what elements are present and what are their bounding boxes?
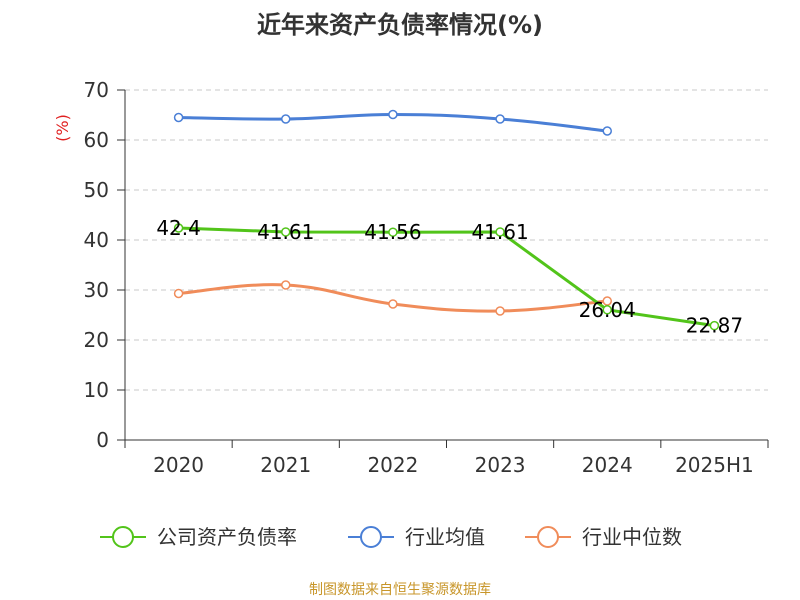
series-2-point <box>173 288 184 299</box>
series-group <box>173 109 720 331</box>
series-0-line <box>178 226 715 328</box>
y-tick-label: 0 <box>96 428 109 452</box>
chart-title: 近年来资产负债率情况(%) <box>257 11 543 39</box>
y-tick-label: 20 <box>84 328 109 352</box>
series-0-point <box>602 305 612 315</box>
data-label: 26.04 <box>579 298 636 322</box>
x-tick-label: 2025H1 <box>675 453 754 477</box>
y-tick-label: 40 <box>84 228 109 252</box>
data-label: 41.61 <box>471 220 528 244</box>
series-0-point <box>173 223 184 233</box>
y-tick-label: 60 <box>84 128 109 152</box>
series-0-point <box>495 227 505 237</box>
series-1-point <box>281 114 291 124</box>
data-labels: 42.4 41.61 41.56 41.61 26.04 22.87 <box>156 216 743 338</box>
data-label: 42.4 <box>156 216 201 240</box>
legend-label: 行业中位数 <box>582 525 682 549</box>
legend-marker <box>112 526 134 548</box>
series-2-point <box>281 280 291 290</box>
y-tick-label: 30 <box>84 278 109 302</box>
x-tick-label: 2022 <box>367 453 418 477</box>
x-tick-label: 2023 <box>475 453 526 477</box>
series-0-point <box>709 320 720 331</box>
x-tick-label: 2020 <box>153 453 204 477</box>
series-0-point <box>388 227 398 237</box>
series-1-point <box>495 114 505 124</box>
y-axis-label: (%) <box>53 114 72 142</box>
x-tick-label: 2021 <box>260 453 311 477</box>
axes: 0 10 20 30 40 50 60 70 2020 2021 2022 2023 2024 2025H… <box>84 78 769 477</box>
legend-marker <box>537 526 559 548</box>
data-label: 41.56 <box>364 220 421 244</box>
legend-label: 行业均值 <box>405 525 485 549</box>
source-note: 制图数据来自恒生聚源数据库 <box>309 582 491 598</box>
y-tick-label: 50 <box>84 178 109 202</box>
data-label: 41.61 <box>257 220 314 244</box>
legend-label: 公司资产负债率 <box>157 525 297 549</box>
legend-item-2[interactable]: 行业中位数 <box>525 525 682 549</box>
legend-item-1[interactable]: 行业均值 <box>348 525 485 549</box>
y-tick-label: 70 <box>84 78 109 102</box>
series-1-point <box>602 126 612 136</box>
series-2-point <box>495 306 505 316</box>
legend[interactable]: 公司资产负债率 行业均值 行业中位数 <box>100 525 682 549</box>
y-tick-label: 10 <box>84 378 109 402</box>
x-tick-label: 2024 <box>582 453 633 477</box>
legend-item-0[interactable]: 公司资产负债率 <box>100 525 297 549</box>
series-1-point <box>173 112 184 123</box>
series-0-point <box>281 227 291 237</box>
data-label: 22.87 <box>686 314 743 338</box>
series-1-point <box>388 109 398 120</box>
legend-marker <box>360 526 382 548</box>
series-2-point <box>388 299 398 309</box>
grid-lines <box>125 89 768 391</box>
series-2-point <box>602 296 612 306</box>
